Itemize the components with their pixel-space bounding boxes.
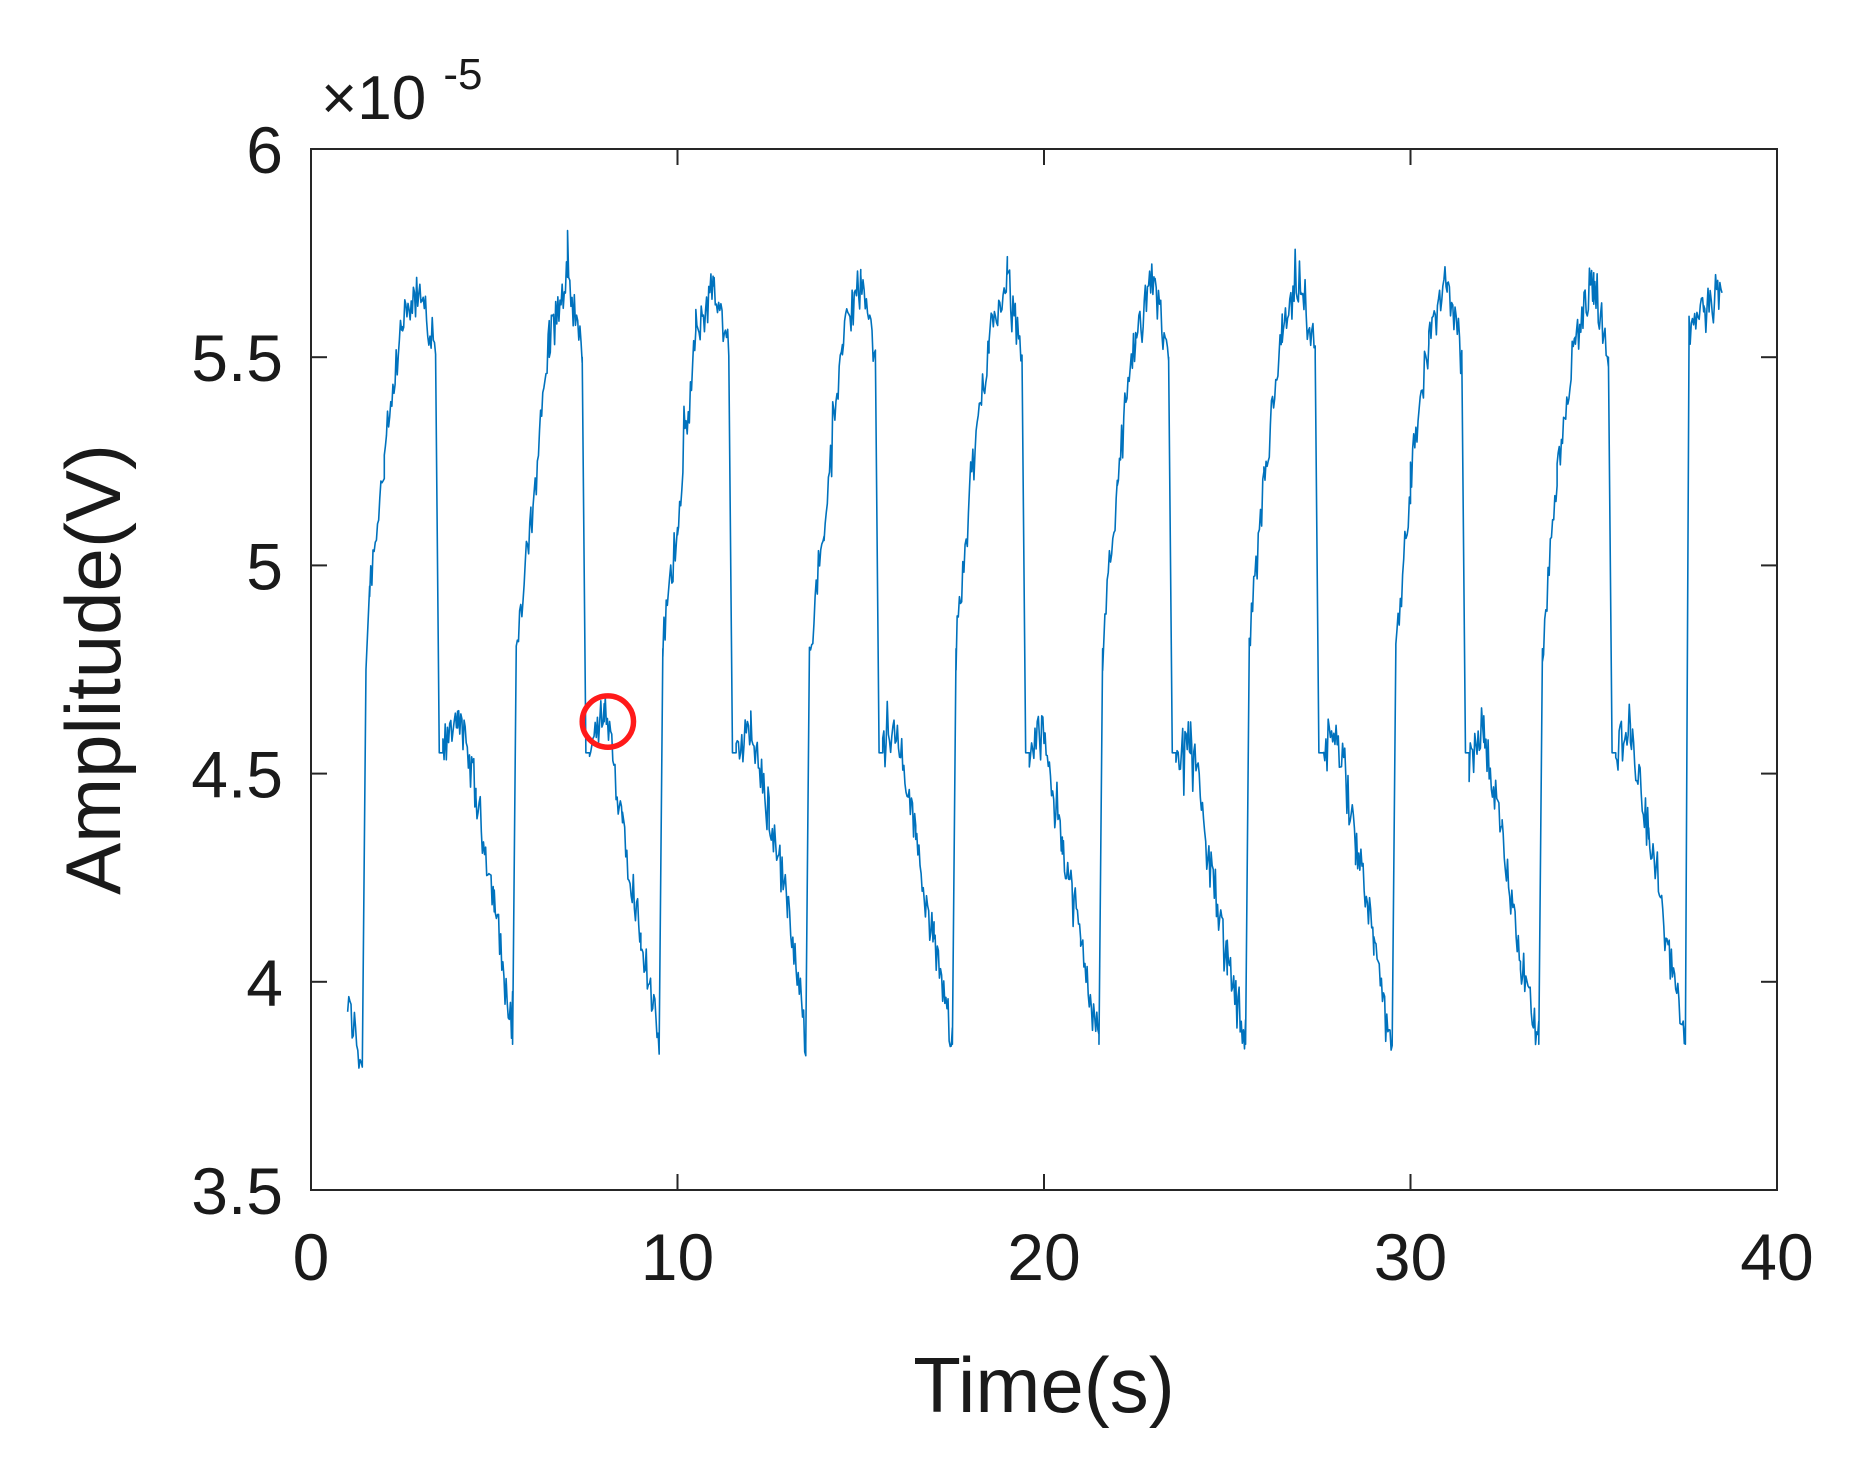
y-axis-label: Amplitude(V) [49,444,137,895]
series-group [346,229,1723,1069]
x-tick-labels: 0 10 20 30 40 [293,1220,1814,1294]
ticks-group [310,148,1778,1191]
x-tick-label: 30 [1374,1220,1447,1294]
x-tick-label: 0 [293,1220,330,1294]
x-tick-label: 10 [641,1220,714,1294]
y-axis-multiplier-base: ×10 [321,64,426,133]
y-tick-label: 3.5 [191,1154,283,1228]
y-axis-multiplier: ×10 -5 [321,50,483,133]
y-tick-label: 6 [246,113,283,187]
x-axis-label: Time(s) [913,1341,1174,1429]
y-tick-label: 4.5 [191,738,283,812]
y-tick-label: 5 [246,529,283,603]
plot-area [310,148,1778,1191]
x-tick-label: 20 [1007,1220,1080,1294]
y-tick-label: 5.5 [191,321,283,395]
y-tick-label: 4 [246,946,283,1020]
y-tick-labels: 3.5 4 4.5 5 5.5 6 [191,113,283,1228]
annotation-circle [579,693,637,750]
x-tick-label: 40 [1740,1220,1813,1294]
y-axis-multiplier-exponent: -5 [443,50,482,99]
annotation-group [579,693,637,750]
series-line [346,229,1723,1069]
